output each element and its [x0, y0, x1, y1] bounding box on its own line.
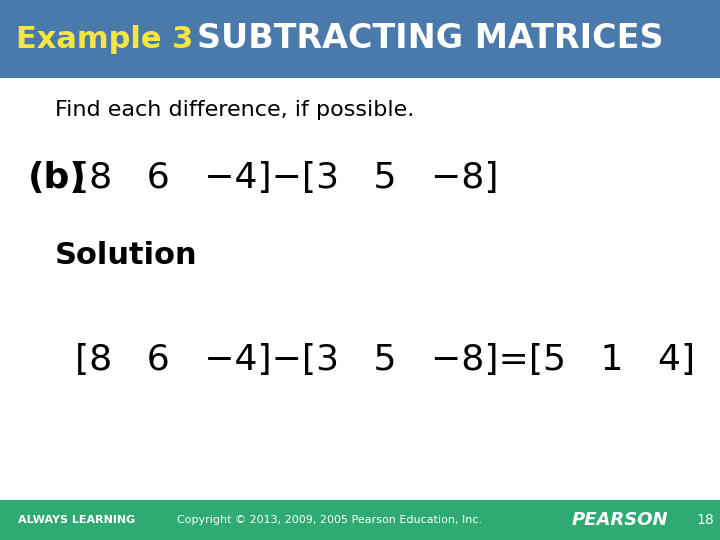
- Text: 18: 18: [696, 513, 714, 527]
- Text: Solution: Solution: [55, 240, 197, 269]
- Text: Find each difference, if possible.: Find each difference, if possible.: [55, 100, 414, 120]
- Text: [8   6   −4]−[3   5   −8]: [8 6 −4]−[3 5 −8]: [75, 161, 498, 195]
- Text: (b): (b): [28, 161, 87, 195]
- Text: ALWAYS LEARNING: ALWAYS LEARNING: [18, 515, 135, 525]
- Text: SUBTRACTING MATRICES: SUBTRACTING MATRICES: [197, 23, 663, 56]
- FancyBboxPatch shape: [0, 500, 720, 540]
- Text: [8   6   −4]−[3   5   −8]=[5   1   4]: [8 6 −4]−[3 5 −8]=[5 1 4]: [75, 343, 695, 377]
- Text: Example 3: Example 3: [17, 24, 194, 53]
- Text: Copyright © 2013, 2009, 2005 Pearson Education, Inc.: Copyright © 2013, 2009, 2005 Pearson Edu…: [177, 515, 482, 525]
- Text: PEARSON: PEARSON: [572, 511, 668, 529]
- FancyBboxPatch shape: [0, 0, 720, 78]
